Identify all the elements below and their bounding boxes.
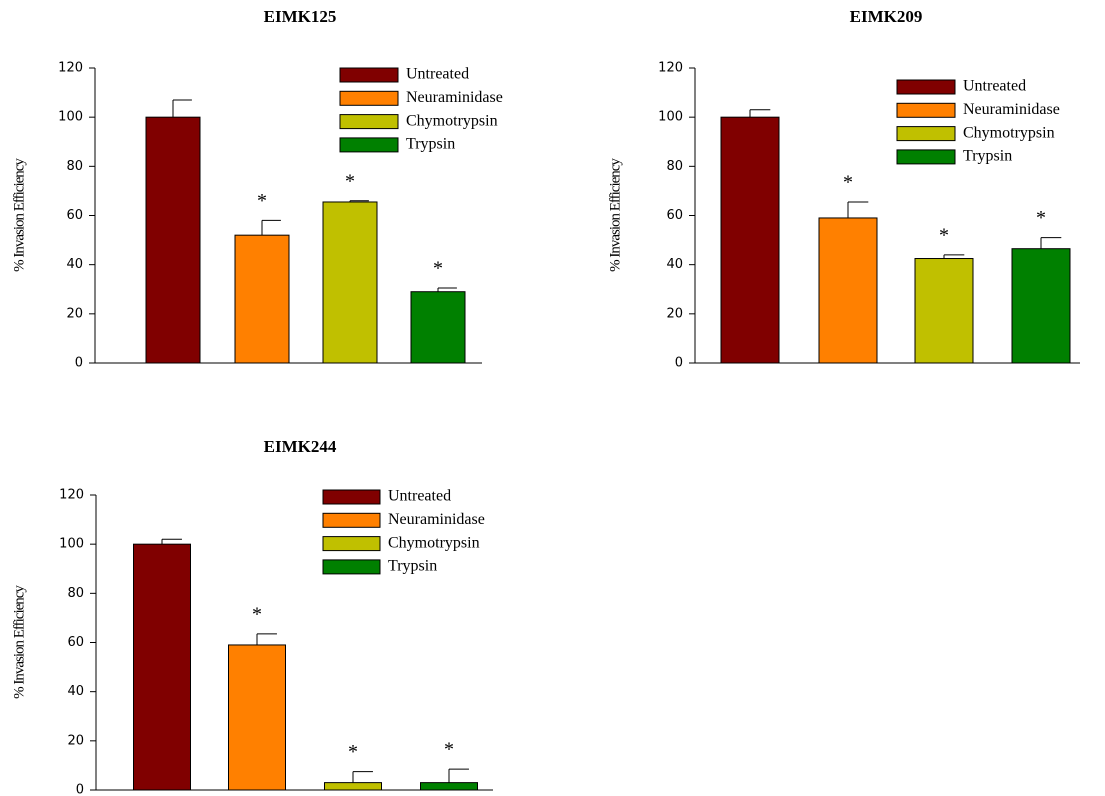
y-tick-label: 60 [66, 208, 83, 223]
y-axis-label: % Invasion Efficiency [607, 158, 623, 272]
legend-swatch [339, 90, 399, 106]
significance-marker: * [939, 224, 949, 246]
legend-label: Trypsin [963, 148, 1012, 165]
y-tick-label: 120 [58, 61, 83, 76]
bar [228, 644, 286, 791]
chart-title: EIMK125 [264, 7, 337, 26]
legend-swatch [896, 102, 956, 118]
bar [145, 116, 201, 364]
y-tick-label: 40 [666, 257, 683, 272]
y-tick-label: 100 [59, 537, 84, 552]
significance-marker: * [843, 172, 853, 194]
legend-label: Chymotrypsin [406, 112, 498, 129]
legend-label: Chymotrypsin [388, 534, 480, 551]
y-tick-label: 80 [666, 159, 683, 174]
bar [420, 782, 478, 791]
y-tick-label: 0 [75, 356, 83, 371]
y-tick-label: 20 [66, 306, 83, 321]
legend-swatch [322, 536, 381, 552]
y-axis-label: % Invasion Efficiency [11, 585, 27, 699]
legend-label: Neuraminidase [388, 511, 485, 528]
legend-label: Neuraminidase [963, 101, 1060, 118]
significance-marker: * [348, 741, 358, 763]
bar [410, 291, 466, 364]
bar [818, 217, 878, 364]
legend-swatch [322, 489, 381, 505]
legend-label: Trypsin [406, 136, 455, 153]
legend-label: Untreated [388, 488, 451, 505]
bar [1011, 248, 1071, 364]
significance-marker: * [257, 190, 267, 212]
y-tick-label: 80 [66, 159, 83, 174]
y-tick-label: 120 [658, 61, 683, 76]
legend-swatch [896, 79, 956, 95]
legend-swatch [339, 137, 399, 153]
legend-swatch [322, 559, 381, 575]
bar [234, 234, 290, 364]
y-tick-label: 60 [67, 635, 84, 650]
y-tick-label: 40 [67, 684, 84, 699]
significance-marker: * [252, 603, 262, 625]
legend-swatch [339, 114, 399, 130]
legend-swatch [896, 149, 956, 165]
bar [322, 201, 378, 364]
bar [133, 543, 191, 791]
y-tick-label: 20 [67, 733, 84, 748]
legend-label: Untreated [406, 66, 469, 83]
y-tick-label: 40 [66, 257, 83, 272]
y-tick-label: 60 [666, 208, 683, 223]
bar [324, 782, 382, 791]
legend-label: Neuraminidase [406, 89, 503, 106]
y-tick-label: 100 [58, 110, 83, 125]
y-tick-label: 80 [67, 586, 84, 601]
legend-swatch [896, 126, 956, 142]
legend-label: Chymotrypsin [963, 124, 1055, 141]
significance-marker: * [1036, 207, 1046, 229]
significance-marker: * [433, 258, 443, 280]
legend-swatch [322, 512, 381, 528]
chart-title: EIMK209 [850, 7, 923, 26]
legend-label: Untreated [963, 78, 1026, 95]
bar [720, 116, 780, 364]
bar [914, 258, 974, 364]
significance-marker: * [444, 739, 454, 761]
y-tick-label: 120 [59, 488, 84, 503]
y-tick-label: 0 [675, 356, 683, 371]
legend-swatch [339, 67, 399, 83]
y-tick-label: 100 [658, 110, 683, 125]
chart-title: EIMK244 [264, 437, 337, 456]
significance-marker: * [345, 170, 355, 192]
y-tick-label: 0 [76, 783, 84, 796]
y-axis-label: % Invasion Efficiency [11, 158, 27, 272]
legend-label: Trypsin [388, 558, 437, 575]
y-tick-label: 20 [666, 306, 683, 321]
